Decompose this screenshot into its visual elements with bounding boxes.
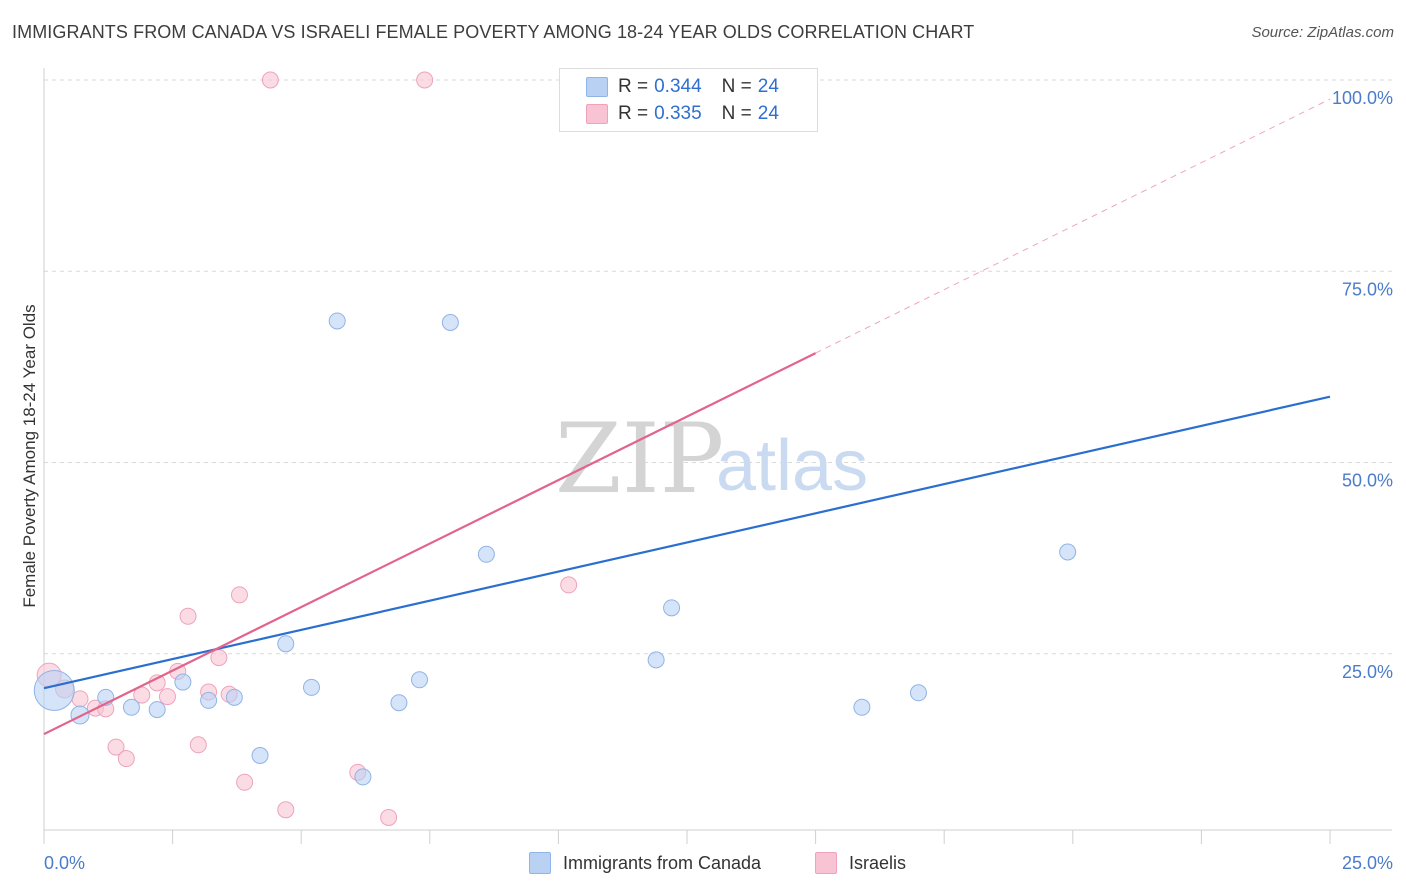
- israelis-point: [179, 607, 197, 625]
- israelis-point: [560, 576, 578, 594]
- canada-point: [909, 684, 927, 702]
- canada-point: [277, 635, 295, 653]
- canada-point: [328, 312, 346, 330]
- x-tick-label-max: 25.0%: [1342, 853, 1393, 873]
- legend-r-value: 0.335: [654, 103, 702, 124]
- correlation-legend: R = 0.344 N = 24 R = 0.335 N = 24: [559, 68, 818, 132]
- canada-point: [1059, 543, 1077, 561]
- chart-title: IMMIGRANTS FROM CANADA VS ISRAELI FEMALE…: [12, 22, 975, 42]
- israelis-point: [230, 586, 248, 604]
- y-tick-label: 25.0%: [1342, 662, 1393, 682]
- canada-point: [441, 314, 459, 332]
- watermark-atlas: atlas: [716, 426, 868, 506]
- legend-r-label: R =: [618, 76, 649, 97]
- legend-n-label: N =: [721, 103, 752, 124]
- canada-point: [477, 545, 495, 563]
- y-tick-label: 100.0%: [1332, 88, 1393, 108]
- canada-trend-line: [43, 395, 1331, 690]
- israelis-point: [189, 736, 207, 754]
- canada-point: [225, 688, 243, 706]
- legend-row-israelis: R = 0.335 N = 24: [586, 102, 779, 126]
- israelis-point: [236, 773, 254, 791]
- canada-point: [647, 651, 665, 669]
- canada-point: [302, 678, 320, 696]
- legend-n-value: 24: [757, 103, 779, 124]
- israelis-point: [158, 688, 176, 706]
- canada-point: [251, 746, 269, 764]
- bottom-legend-label-canada: Immigrants from Canada: [563, 852, 762, 873]
- israelis-point: [277, 801, 295, 819]
- x-ticks: [43, 830, 1331, 844]
- watermark: ZIP atlas: [555, 403, 868, 515]
- y-tick-label: 75.0%: [1342, 279, 1393, 299]
- canada-point: [354, 768, 372, 786]
- israelis-trend-line: [43, 352, 817, 736]
- bottom-legend-israelis: Israelis: [815, 852, 906, 874]
- israelis-point: [210, 649, 228, 667]
- trend-lines: [43, 98, 1331, 736]
- bottom-legend-canada: Immigrants from Canada: [529, 852, 761, 874]
- legend-r-label: R =: [618, 103, 649, 124]
- canada-point: [174, 673, 192, 691]
- y-tick-label: 50.0%: [1342, 471, 1393, 491]
- israelis-point: [133, 686, 151, 704]
- israelis-trend-line-extension: [815, 98, 1331, 354]
- bottom-legend-swatch-israelis: [815, 852, 837, 874]
- canada-point: [33, 669, 75, 711]
- y-axis-label: Female Poverty Among 18-24 Year Olds: [20, 304, 39, 607]
- canada-point: [390, 694, 408, 712]
- bottom-legend-swatch-canada: [529, 852, 551, 874]
- bottom-legend-label-israelis: Israelis: [849, 852, 907, 873]
- watermark-zip: ZIP: [555, 403, 724, 515]
- israelis-point: [416, 71, 434, 89]
- legend-swatch-israelis: [586, 104, 608, 124]
- canada-point: [411, 671, 429, 689]
- y-tick-labels: 25.0% 50.0% 75.0% 100.0%: [1332, 88, 1393, 682]
- israelis-point: [380, 808, 398, 826]
- canada-point: [70, 705, 90, 725]
- canada-point: [663, 599, 681, 617]
- legend-n-label: N =: [721, 76, 752, 97]
- legend-row-canada: R = 0.344 N = 24: [586, 75, 779, 99]
- grid-lines: [44, 79, 1392, 655]
- canada-point: [122, 698, 140, 716]
- canada-point: [148, 701, 166, 719]
- legend-r-value: 0.344: [654, 76, 702, 97]
- canada-point: [200, 691, 218, 709]
- legend-swatch-canada: [586, 77, 608, 97]
- israelis-point: [107, 738, 125, 756]
- canada-point: [853, 698, 871, 716]
- israelis-point: [261, 71, 279, 89]
- legend-n-value: 24: [757, 76, 779, 97]
- israelis-point: [117, 750, 135, 768]
- source-label: Source: ZipAtlas.com: [1251, 24, 1394, 41]
- x-tick-label-min: 0.0%: [44, 853, 85, 873]
